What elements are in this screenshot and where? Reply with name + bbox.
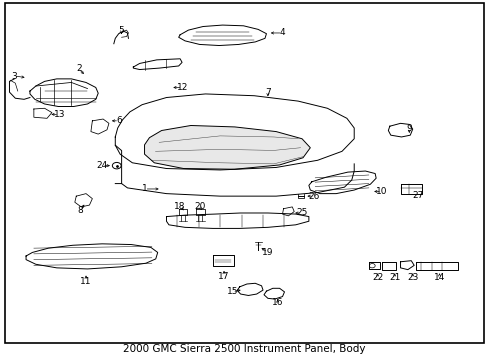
Text: 10: 10 (375, 187, 387, 196)
Text: 23: 23 (406, 273, 418, 282)
Text: 20: 20 (194, 202, 205, 211)
Text: 24: 24 (96, 161, 107, 170)
Text: 3: 3 (11, 72, 17, 81)
Text: 11: 11 (80, 276, 92, 285)
Text: 12: 12 (177, 83, 188, 92)
Text: 15: 15 (226, 287, 238, 296)
Text: 25: 25 (296, 208, 307, 217)
Text: 9: 9 (406, 124, 411, 133)
Text: 22: 22 (371, 273, 383, 282)
Text: 8: 8 (77, 206, 83, 215)
Text: 17: 17 (218, 271, 229, 280)
Text: 26: 26 (308, 192, 319, 201)
Text: 21: 21 (388, 273, 400, 282)
Text: 13: 13 (53, 110, 65, 119)
Text: 27: 27 (411, 190, 423, 199)
Text: 2: 2 (76, 64, 81, 73)
Text: 14: 14 (433, 273, 444, 282)
Text: 18: 18 (174, 202, 185, 211)
Text: 6: 6 (116, 116, 122, 125)
Text: 5: 5 (119, 26, 124, 35)
Text: 16: 16 (271, 298, 283, 307)
Text: 2000 GMC Sierra 2500 Instrument Panel, Body: 2000 GMC Sierra 2500 Instrument Panel, B… (123, 344, 365, 354)
Text: 7: 7 (264, 87, 270, 96)
Polygon shape (144, 126, 310, 169)
Text: 1: 1 (142, 184, 147, 193)
Text: 19: 19 (262, 248, 273, 257)
Text: 4: 4 (279, 28, 285, 37)
